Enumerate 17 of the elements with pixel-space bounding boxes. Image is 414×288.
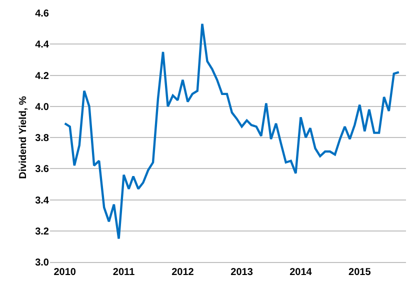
y-tick-label: 3.0: [35, 258, 50, 268]
x-tick-label: 2012: [172, 267, 194, 278]
y-tick-label: 4.0: [35, 102, 50, 113]
line-series: [64, 22, 400, 240]
y-tick-label: 3.6: [35, 164, 50, 176]
x-tick-label: 2015: [348, 267, 372, 278]
x-tick-label: 2013: [230, 267, 254, 278]
y-tick-label: 4.6: [35, 8, 50, 20]
y-tick-label: 3.4: [35, 195, 50, 206]
y-axis-title: Dividend Yield, %: [18, 96, 30, 179]
y-tick-label: 4.4: [35, 40, 50, 51]
x-tick-label: 2014: [290, 267, 312, 278]
y-tick-label: 3.8: [35, 133, 50, 144]
y-tick-label: 4.2: [35, 70, 50, 82]
y-tick-label: 3.2: [35, 226, 50, 238]
x-tick-label: 2011: [112, 267, 136, 278]
x-tick-label: 2010: [54, 267, 76, 278]
